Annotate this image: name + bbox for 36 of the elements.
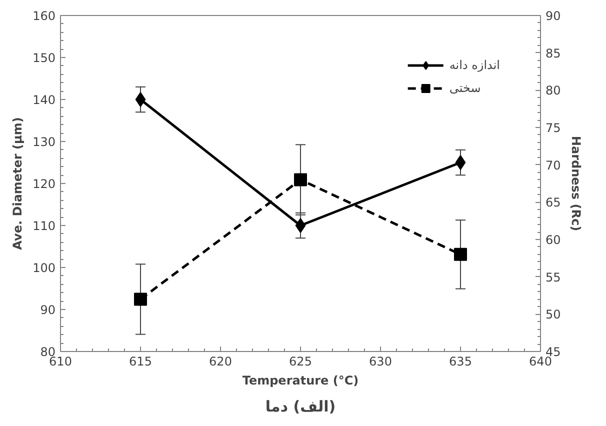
y-tick-label: 90 (40, 303, 56, 317)
y-tick-label: 120 (32, 177, 56, 191)
y2-tick-label: 80 (546, 84, 561, 98)
y2-tick-label: 75 (546, 121, 561, 135)
y2-axis-title: Hardness (Rc) (568, 136, 583, 232)
y-tick-label: 110 (32, 219, 56, 233)
point (454, 248, 467, 261)
y2-tick-label: 65 (546, 196, 561, 210)
x-tick-label: 640 (529, 354, 552, 368)
x-tick-label: 615 (129, 354, 152, 368)
x-axis-title: Temperature (°C) (242, 374, 359, 388)
text: (الف) دما (265, 398, 336, 416)
y2-tick-label: 85 (546, 46, 561, 60)
point (294, 173, 307, 186)
point (295, 218, 306, 233)
point (135, 92, 146, 107)
y-tick-label: 150 (32, 51, 56, 65)
x-tick-label: 610 (49, 354, 72, 368)
y2-tick-label: 50 (546, 308, 561, 322)
legend-label: اندازه دانه (449, 58, 500, 72)
x-tick-label: 625 (289, 354, 312, 368)
x-tick-label: 620 (209, 354, 232, 368)
y2-tick-label: 60 (546, 233, 561, 247)
legend-label: سختی (449, 81, 481, 95)
y-tick-label: 130 (32, 135, 56, 149)
x-tick-label: 630 (369, 354, 392, 368)
y-tick-label: 140 (32, 93, 56, 107)
point (455, 155, 466, 170)
x-tick-label: 635 (449, 354, 472, 368)
point (134, 292, 147, 306)
y2-tick-label: 70 (546, 158, 561, 172)
y2-tick-label: 90 (546, 9, 561, 23)
y2-tick-label: 55 (546, 270, 561, 284)
y-axis-title: Ave. Diameter (μm) (10, 117, 25, 250)
y-tick-label: 100 (32, 261, 56, 275)
y-tick-label: 160 (32, 9, 56, 23)
